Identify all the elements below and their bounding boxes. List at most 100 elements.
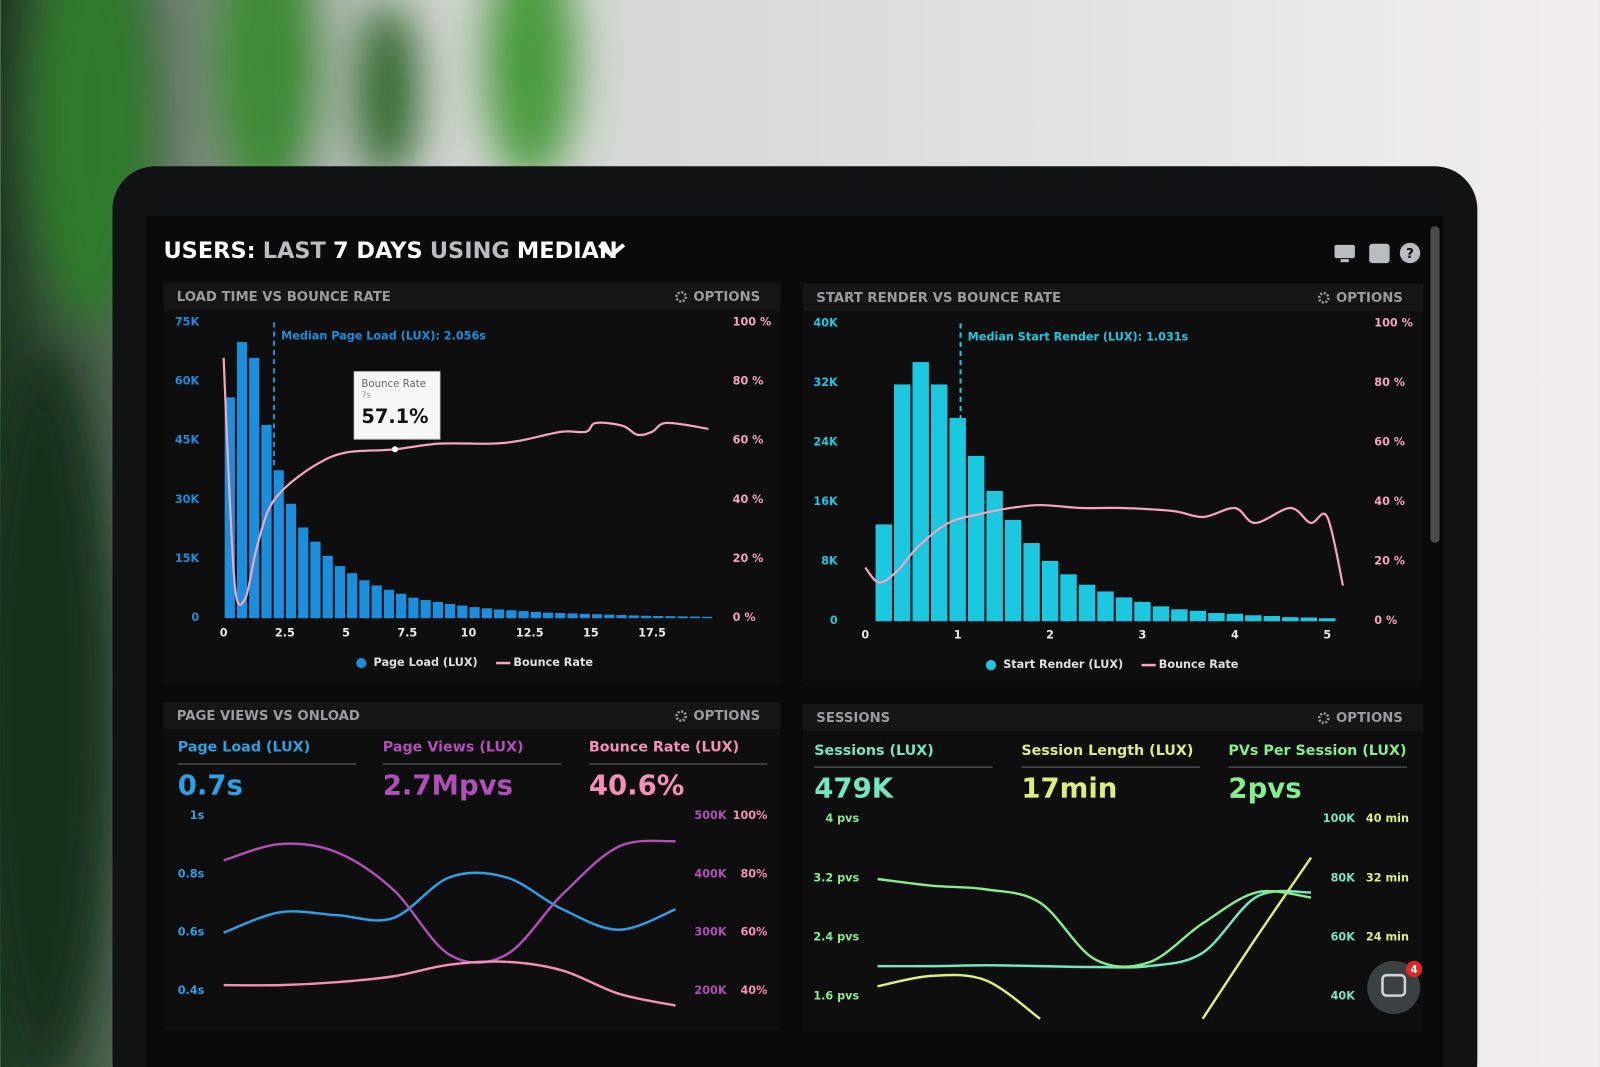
y2-tick-label: 40 % xyxy=(733,493,764,506)
histogram-bar xyxy=(408,597,419,619)
histogram-bar xyxy=(1152,606,1170,622)
options-button[interactable]: OPTIONS xyxy=(1336,291,1403,306)
y2-tick-label: 300K xyxy=(694,926,727,939)
bounce-rate-line xyxy=(864,503,1345,586)
kpi-label: Sessions (LUX) xyxy=(814,743,933,759)
legend: Page Load (LUX) Bounce Rate xyxy=(356,656,593,669)
x-tick-label: 12.5 xyxy=(516,626,544,639)
histogram-bar xyxy=(530,611,541,619)
y3-tick-label: 80% xyxy=(740,867,767,880)
toolbar-icons: ? xyxy=(1334,242,1421,264)
y2-tick-label: 0 % xyxy=(1374,614,1397,627)
tooltip-x: 7s xyxy=(361,390,370,400)
x-tick-label: 5 xyxy=(342,626,350,639)
kpi-label: Page Views (LUX) xyxy=(383,740,524,756)
y-tick-label: 0.6s xyxy=(178,926,205,939)
y-tick-label: 1s xyxy=(190,809,205,822)
x-tick-label: 1 xyxy=(954,629,962,642)
kpi-label: Bounce Rate (LUX) xyxy=(589,740,739,756)
gear-icon xyxy=(675,290,687,303)
share-icon[interactable] xyxy=(1369,243,1390,264)
monitor-stand xyxy=(1340,259,1349,263)
y3-tick-label: 40% xyxy=(740,984,767,997)
histogram-bar xyxy=(1263,616,1281,622)
notification-badge xyxy=(1405,960,1423,978)
y2-tick-label: 80K xyxy=(1331,871,1357,884)
y2-tick-label: 400K xyxy=(694,867,727,880)
kpi-label: Session Length (LUX) xyxy=(1021,743,1193,759)
median-label: Median Page Load (LUX): 2.056s xyxy=(281,330,486,343)
x-tick-label: 0 xyxy=(861,629,869,642)
y2-tick-label: 0 % xyxy=(733,611,756,624)
kpi-value: 40.6% xyxy=(589,769,685,801)
y-tick-label: 16K xyxy=(813,495,839,508)
options-button[interactable]: OPTIONS xyxy=(693,709,760,724)
tooltip-box xyxy=(353,371,441,440)
legend-label: Bounce Rate xyxy=(513,656,593,669)
series-line xyxy=(223,839,676,964)
histogram-bar xyxy=(1208,613,1225,622)
options-button[interactable]: OPTIONS xyxy=(1336,711,1403,726)
y3-tick-label: 100% xyxy=(733,809,768,822)
histogram-bar xyxy=(236,342,248,619)
x-tick-label: 4 xyxy=(1231,629,1239,642)
y2-tick-label: 500K xyxy=(694,809,727,822)
histogram-bar xyxy=(689,616,701,619)
notification-count: 4 xyxy=(1411,965,1418,976)
y-tick-label: 32K xyxy=(813,376,839,389)
histogram-bar xyxy=(359,580,370,619)
y-tick-label: 2.4 pvs xyxy=(813,930,859,943)
x-tick-label: 0 xyxy=(220,626,228,639)
y-tick-label: 3.2 pvs xyxy=(813,871,859,884)
histogram-bar xyxy=(457,605,468,619)
chart-panel: LOAD TIME VS BOUNCE RATE OPTIONS 0 15K 30K 45… xyxy=(163,282,781,684)
histogram-bar xyxy=(310,541,321,619)
kpi-value: 17min xyxy=(1021,773,1117,805)
y-tick-label: 45K xyxy=(175,434,201,447)
help-icon[interactable] xyxy=(1399,242,1421,264)
panel-title: LOAD TIME VS BOUNCE RATE xyxy=(177,290,391,305)
gear-icon xyxy=(1317,291,1330,304)
histogram-bar xyxy=(432,601,443,619)
histogram-bar xyxy=(1023,543,1040,622)
histogram-bar xyxy=(420,600,431,619)
histogram-bar xyxy=(542,612,554,619)
y3-tick-label: 40 min xyxy=(1366,812,1409,825)
histogram-bar xyxy=(1004,519,1022,622)
x-tick-label: 15 xyxy=(583,626,599,639)
legend: Start Render (LUX) Bounce Rate xyxy=(985,658,1239,671)
series-line xyxy=(223,871,677,934)
y3-tick-label: 24 min xyxy=(1366,930,1409,943)
monitor-icon[interactable] xyxy=(1334,244,1355,259)
kpi-value: 479K xyxy=(814,773,894,805)
series-line xyxy=(877,856,1313,1020)
panel xyxy=(163,701,781,1031)
options-button[interactable]: OPTIONS xyxy=(693,290,760,305)
chart-panel: SESSIONS OPTIONS 1.6 pvs 2.4 pvs 3.2 pvs 4 pv… xyxy=(803,703,1424,1033)
histogram-bar xyxy=(1189,610,1207,622)
panel-title: START RENDER VS BOUNCE RATE xyxy=(816,291,1061,306)
dropdown-chevron[interactable] xyxy=(598,243,626,258)
histogram-bar xyxy=(383,589,395,619)
page-title: USERS: LAST 7 DAYS USING MEDIAN xyxy=(163,237,617,263)
y-tick-label: 0 xyxy=(830,614,838,627)
legend-label: Page Load (LUX) xyxy=(374,656,478,669)
histogram-bar xyxy=(322,555,333,619)
histogram-bar xyxy=(912,362,929,622)
kpi-value: 2pvs xyxy=(1228,773,1301,805)
histogram-bar xyxy=(285,503,297,619)
y2-tick-label: 200K xyxy=(694,984,727,997)
histogram-bar xyxy=(445,603,456,619)
y2-tick-label: 60 % xyxy=(1374,436,1405,449)
histogram-bar xyxy=(1282,617,1299,622)
histogram-bar xyxy=(1300,617,1318,622)
histogram-bar xyxy=(1134,601,1151,622)
x-tick-label: 5 xyxy=(1323,629,1331,642)
title-part: USING xyxy=(430,237,510,263)
histogram-bar xyxy=(702,616,713,619)
y2-tick-label: 40K xyxy=(1331,990,1357,1003)
title-part: 7 DAYS xyxy=(333,237,423,263)
histogram-bar xyxy=(371,585,382,619)
chat-button[interactable] xyxy=(1367,960,1421,1014)
histogram-bar xyxy=(469,607,480,619)
